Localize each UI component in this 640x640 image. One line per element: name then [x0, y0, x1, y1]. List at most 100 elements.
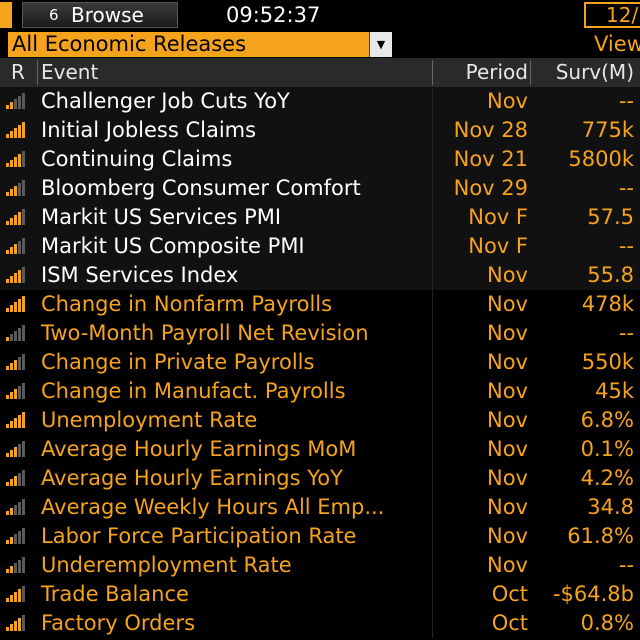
table-row[interactable]: Markit US Composite PMI Nov F -- — [0, 232, 640, 261]
event-name[interactable]: ISM Services Index — [41, 263, 239, 287]
table-row[interactable]: Average Weekly Hours All Emp... Nov 34.8 — [0, 493, 640, 522]
event-period: Nov F — [468, 205, 528, 229]
event-period: Nov — [487, 89, 528, 113]
table-row[interactable]: Average Hourly Earnings YoY Nov 4.2% — [0, 464, 640, 493]
event-name[interactable]: Underemployment Rate — [41, 553, 292, 577]
table-row[interactable]: Change in Nonfarm Payrolls Nov 478k — [0, 290, 640, 319]
relevance-bars-icon — [6, 296, 26, 312]
event-period: Nov F — [468, 234, 528, 258]
event-period: Nov — [487, 350, 528, 374]
relevance-bar — [22, 586, 25, 602]
column-divider — [432, 116, 433, 145]
col-header-surv[interactable]: Surv(M) — [555, 60, 634, 84]
relevance-bar — [10, 276, 13, 283]
relevance-bar — [14, 389, 17, 399]
event-period: Nov 28 — [453, 118, 528, 142]
top-toolbar: 6 Browse 09:52:37 12/ — [0, 0, 640, 30]
date-field[interactable]: 12/ — [584, 2, 640, 28]
release-filter-value: All Economic Releases — [12, 32, 247, 56]
event-period: Nov — [487, 379, 528, 403]
table-row[interactable]: Underemployment Rate Nov -- — [0, 551, 640, 580]
relevance-bar — [10, 247, 13, 254]
event-name[interactable]: Average Weekly Hours All Emp... — [41, 495, 385, 519]
relevance-bar — [22, 528, 25, 544]
relevance-cell — [0, 319, 36, 348]
relevance-bar — [14, 215, 17, 225]
relevance-bars-icon — [6, 209, 26, 225]
table-row[interactable]: Change in Private Payrolls Nov 550k — [0, 348, 640, 377]
relevance-bars-icon — [6, 557, 26, 573]
table-row[interactable]: Challenger Job Cuts YoY Nov -- — [0, 87, 640, 116]
relevance-bar — [6, 192, 9, 196]
table-row[interactable]: Trade Balance Oct -$64.8b — [0, 580, 640, 609]
release-filter-select[interactable]: All Economic Releases ▼ — [8, 32, 392, 57]
survey-value: 4.2% — [580, 466, 634, 490]
event-name[interactable]: Average Hourly Earnings MoM — [41, 437, 357, 461]
event-name[interactable]: Initial Jobless Claims — [41, 118, 257, 142]
clock: 09:52:37 — [226, 3, 321, 27]
relevance-bars-icon — [6, 325, 26, 341]
col-header-period[interactable]: Period — [465, 60, 528, 84]
browse-icon: 6 — [49, 6, 59, 24]
event-name[interactable]: Challenger Job Cuts YoY — [41, 89, 290, 113]
col-header-r[interactable]: R — [11, 60, 25, 84]
relevance-bars-icon — [6, 528, 26, 544]
relevance-bar — [6, 134, 9, 138]
event-name[interactable]: Change in Nonfarm Payrolls — [41, 292, 333, 316]
view-menu[interactable]: View — [594, 32, 640, 56]
survey-value: -- — [618, 553, 634, 577]
relevance-bars-icon — [6, 93, 26, 109]
event-name[interactable]: Factory Orders — [41, 611, 196, 635]
event-period: Nov 21 — [453, 147, 528, 171]
table-row[interactable]: Two-Month Payroll Net Revision Nov -- — [0, 319, 640, 348]
relevance-bar — [18, 560, 21, 573]
column-divider — [432, 87, 433, 116]
relevance-cell — [0, 609, 36, 638]
relevance-cell — [0, 493, 36, 522]
table-row[interactable]: ISM Services Index Nov 55.8 — [0, 261, 640, 290]
event-name[interactable]: Unemployment Rate — [41, 408, 258, 432]
event-name[interactable]: Average Hourly Earnings YoY — [41, 466, 343, 490]
table-row[interactable]: Markit US Services PMI Nov F 57.5 — [0, 203, 640, 232]
table-row[interactable]: Initial Jobless Claims Nov 28 775k — [0, 116, 640, 145]
panel-tab-indicator[interactable] — [0, 2, 12, 28]
relevance-cell — [0, 116, 36, 145]
table-row[interactable]: Labor Force Participation Rate Nov 61.8% — [0, 522, 640, 551]
relevance-cell — [0, 348, 36, 377]
relevance-bar — [10, 160, 13, 167]
survey-value: 61.8% — [567, 524, 634, 548]
relevance-bar — [10, 102, 13, 109]
relevance-bars-icon — [6, 122, 26, 138]
event-name[interactable]: Markit US Services PMI — [41, 205, 282, 229]
event-name[interactable]: Bloomberg Consumer Comfort — [41, 176, 361, 200]
relevance-bar — [22, 441, 25, 457]
table-row[interactable]: Factory Orders Oct 0.8% — [0, 609, 640, 638]
event-name[interactable]: Trade Balance — [41, 582, 189, 606]
relevance-bar — [6, 540, 9, 544]
relevance-bar — [18, 212, 21, 225]
table-row[interactable]: Bloomberg Consumer Comfort Nov 29 -- — [0, 174, 640, 203]
relevance-cell — [0, 406, 36, 435]
chevron-down-icon[interactable]: ▼ — [369, 32, 392, 57]
relevance-bar — [18, 299, 21, 312]
relevance-bar — [14, 360, 17, 370]
column-divider — [432, 522, 433, 551]
table-row[interactable]: Change in Manufact. Payrolls Nov 45k — [0, 377, 640, 406]
event-name[interactable]: Two-Month Payroll Net Revision — [41, 321, 369, 345]
browse-button[interactable]: 6 Browse — [22, 2, 178, 28]
event-name[interactable]: Change in Private Payrolls — [41, 350, 315, 374]
relevance-cell — [0, 464, 36, 493]
event-period: Nov — [487, 495, 528, 519]
table-row[interactable]: Unemployment Rate Nov 6.8% — [0, 406, 640, 435]
relevance-bar — [10, 189, 13, 196]
table-row[interactable]: Average Hourly Earnings MoM Nov 0.1% — [0, 435, 640, 464]
event-name[interactable]: Labor Force Participation Rate — [41, 524, 357, 548]
event-name[interactable]: Change in Manufact. Payrolls — [41, 379, 346, 403]
table-row[interactable]: Continuing Claims Nov 21 5800k — [0, 145, 640, 174]
relevance-bars-icon — [6, 412, 26, 428]
event-name[interactable]: Markit US Composite PMI — [41, 234, 305, 258]
col-header-event[interactable]: Event — [41, 60, 99, 84]
column-divider — [432, 493, 433, 522]
event-name[interactable]: Continuing Claims — [41, 147, 233, 171]
relevance-bar — [22, 499, 25, 515]
